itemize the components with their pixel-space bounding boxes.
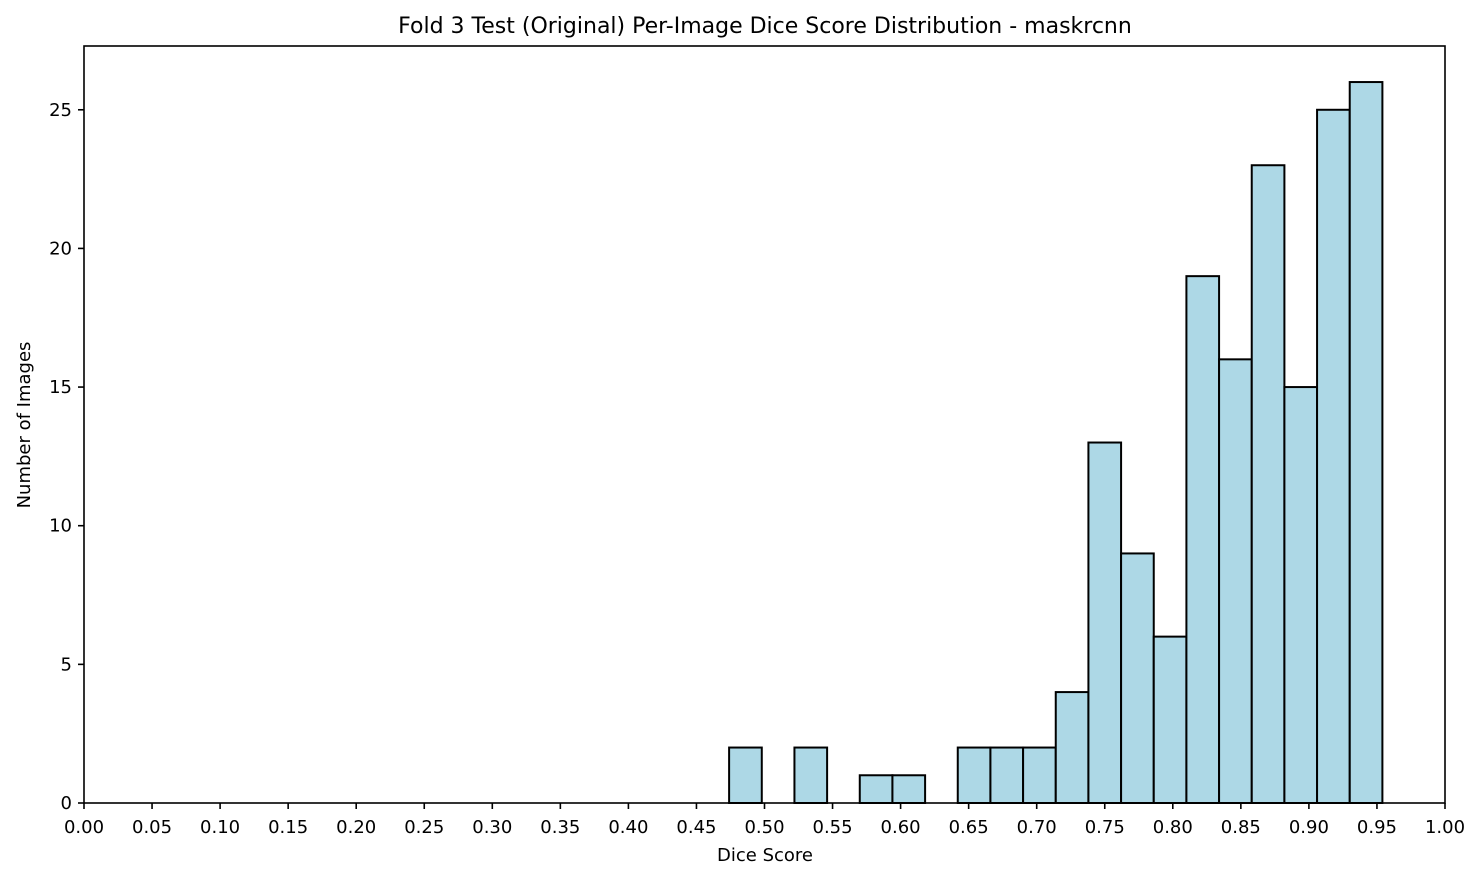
x-tick-label: 0.80 [1153, 817, 1193, 838]
histogram-bar [793, 746, 829, 804]
x-tick-label: 0.35 [540, 817, 580, 838]
x-tick-label: 0.55 [813, 817, 853, 838]
histogram-bar [1316, 108, 1351, 805]
y-tick-label: 5 [61, 654, 72, 675]
y-tick-label: 15 [49, 377, 72, 398]
histogram-bar [1250, 164, 1286, 804]
chart-title: Fold 3 Test (Original) Per-Image Dice Sc… [398, 14, 1132, 39]
y-axis-label: Number of Images [14, 342, 35, 509]
y-tick-label: 10 [49, 516, 72, 537]
y-axis-ticks: 0 5 10 15 20 25 [49, 100, 84, 814]
histogram-bar [1218, 358, 1253, 804]
x-tick-label: 0.30 [472, 817, 512, 838]
x-tick-label: 0.90 [1289, 817, 1329, 838]
x-tick-label: 0.20 [336, 817, 376, 838]
histogram-bar [1087, 441, 1123, 804]
histogram-bar [1152, 635, 1188, 805]
x-tick-label: 0.70 [1017, 817, 1057, 838]
histogram-bar [1022, 746, 1057, 804]
histogram-bar [1120, 552, 1155, 805]
histogram-bar [1348, 81, 1384, 805]
x-tick-label: 0.25 [404, 817, 444, 838]
histogram-bar [1054, 691, 1090, 804]
x-tick-label: 0.10 [200, 817, 240, 838]
x-axis-label: Dice Score [717, 845, 813, 866]
bars-group [728, 81, 1384, 805]
y-tick-label: 0 [61, 793, 72, 814]
x-tick-label: 0.75 [1085, 817, 1125, 838]
histogram-bar [1283, 386, 1319, 804]
x-tick-label: 0.40 [608, 817, 648, 838]
histogram-bar [728, 746, 763, 804]
histogram-bar [891, 774, 927, 804]
x-tick-label: 0.00 [64, 817, 104, 838]
x-tick-label: 0.60 [881, 817, 921, 838]
histogram-bar [989, 746, 1025, 804]
x-tick-label: 1.00 [1425, 817, 1465, 838]
x-tick-label: 0.50 [744, 817, 784, 838]
histogram-bar [1185, 275, 1221, 804]
x-tick-label: 0.85 [1221, 817, 1261, 838]
plot-frame [83, 45, 1446, 804]
x-tick-label: 0.65 [949, 817, 989, 838]
x-tick-label: 0.95 [1357, 817, 1397, 838]
x-tick-label: 0.15 [268, 817, 308, 838]
x-tick-label: 0.45 [676, 817, 716, 838]
y-tick-label: 25 [49, 100, 72, 121]
x-axis-ticks: 0.00 0.05 0.10 0.15 0.20 0.25 0.30 0.35 0.40 0.45… [64, 803, 1465, 838]
y-tick-label: 20 [49, 238, 72, 259]
histogram-bar [858, 774, 894, 804]
histogram-bar [956, 746, 992, 804]
x-tick-label: 0.05 [132, 817, 172, 838]
